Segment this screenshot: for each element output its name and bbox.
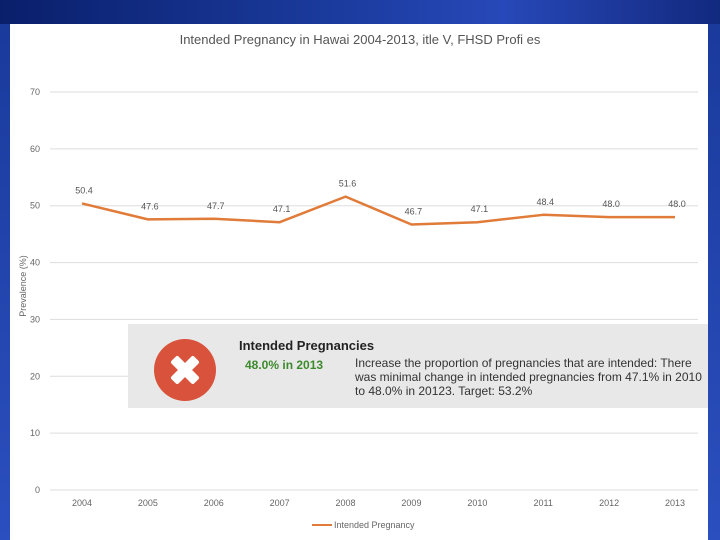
left-border-band [0,24,10,540]
x-tick-label: 2011 [534,498,553,508]
data-label: 48.0 [602,199,620,209]
data-label: 48.4 [536,197,554,207]
chart-title: Intended Pregnancy in Hawai 2004-2013, i… [180,32,541,47]
data-label: 46.7 [405,206,423,216]
y-tick-label: 40 [30,258,40,268]
data-label: 47.7 [207,201,225,211]
x-tick-label: 2008 [336,498,356,508]
legend-label: Intended Pregnancy [334,520,415,530]
y-tick-label: 0 [35,485,40,495]
x-tick-label: 2004 [72,498,92,508]
data-label: 51.6 [339,179,357,189]
series-line [81,195,675,226]
callout-title: Intended Pregnancies [239,338,375,353]
y-axis-label: Prevalence (%) [18,255,28,317]
x-tick-label: 2005 [138,498,158,508]
callout-description: Increase the proportion of pregnancies t… [355,356,702,398]
right-border-band [708,24,720,540]
line-chart: Intended Pregnancy in Hawai 2004-2013, i… [18,32,698,530]
legend: Intended Pregnancy [312,520,415,530]
data-label: 50.4 [75,185,93,195]
data-label: 47.6 [141,201,159,211]
y-tick-label: 70 [30,87,40,97]
x-tick-label: 2009 [401,498,421,508]
data-label: 48.0 [668,199,686,209]
summary-callout: Intended Pregnancies 48.0% in 2013 Incre… [128,324,708,408]
callout-value: 48.0% in 2013 [245,358,324,372]
y-tick-label: 60 [30,144,40,154]
x-tick-label: 2006 [204,498,224,508]
x-mark-icon [154,339,216,401]
slide-canvas: Intended Pregnancy in Hawai 2004-2013, i… [10,24,708,540]
data-label: 47.1 [273,204,291,214]
data-label: 47.1 [471,204,489,214]
y-tick-label: 30 [30,314,40,324]
y-tick-label: 20 [30,371,40,381]
x-tick-label: 2010 [467,498,487,508]
top-header-band [0,0,720,24]
x-tick-label: 2012 [599,498,619,508]
y-tick-label: 50 [30,201,40,211]
y-tick-label: 10 [30,428,40,438]
x-tick-label: 2007 [270,498,290,508]
x-tick-label: 2013 [665,498,685,508]
